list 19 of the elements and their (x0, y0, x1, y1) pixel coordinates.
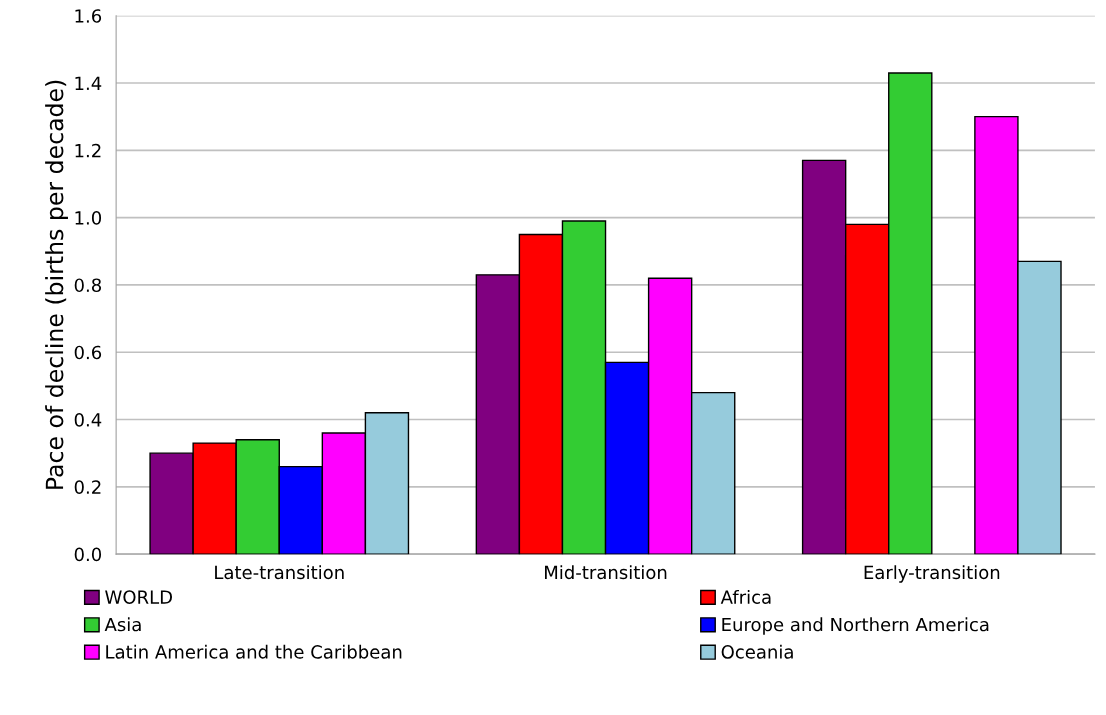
y-tick-label: 1.6 (75, 9, 102, 23)
legend-label: WORLD (105, 590, 173, 604)
x-tick-label: Late-transition (215, 565, 344, 580)
y-tick-label: 1.0 (75, 211, 102, 225)
y-tick-label: 0.2 (74, 480, 101, 494)
y-tick-label: 1.2 (75, 143, 101, 158)
y-axis-title: Pace of decline (births per decade) (45, 80, 68, 489)
x-tick-label: Mid-transition (545, 565, 667, 580)
legend-label: Europe and Northern America (722, 617, 989, 635)
legend-label: Africa (720, 589, 771, 604)
x-tick-label: Early-transition (864, 565, 1000, 583)
y-tick-label: 1.4 (75, 76, 102, 90)
y-tick-label: 0.8 (74, 278, 102, 293)
y-tick-label: 0.4 (74, 412, 102, 427)
legend-label: Oceania (721, 644, 793, 659)
legend-label: Latin America and the Caribbean (106, 644, 402, 659)
y-tick-label: 0.0 (74, 547, 102, 562)
legend-label: Asia (104, 617, 141, 632)
y-tick-label: 0.6 (74, 345, 102, 360)
